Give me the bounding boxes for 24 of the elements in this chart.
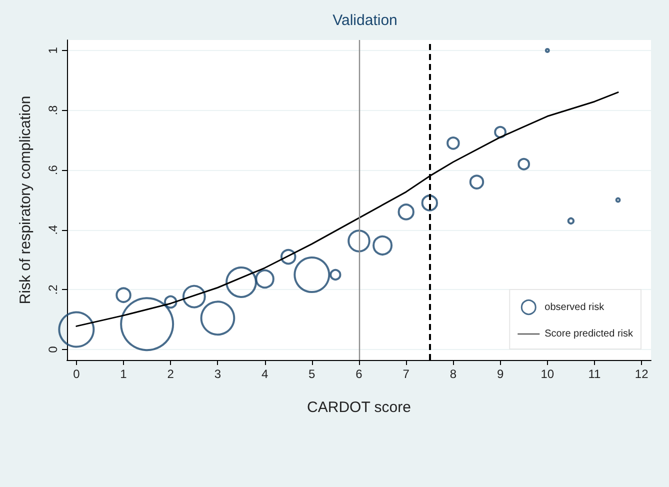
x-tick-label: 11 [588,367,602,381]
y-tick-label: .6 [46,164,60,176]
y-tick-label: .8 [46,104,60,116]
y-axis-title: Risk of respiratory complication [17,96,34,304]
y-tick-label: .4 [46,224,60,235]
y-tick-label: 1 [46,46,60,54]
legend-label: observed risk [544,302,606,313]
y-tick-label: 0 [46,346,60,353]
x-tick-label: 0 [73,367,80,381]
x-tick-label: 7 [402,367,410,381]
legend-label: Score predicted risk [544,328,634,340]
x-tick-label: 3 [214,367,222,381]
x-tick-label: 1 [120,367,128,381]
x-tick-label: 2 [167,367,174,381]
x-tick-label: 8 [450,367,457,381]
x-tick-label: 4 [261,367,268,381]
x-tick-label: 5 [308,367,316,381]
chart-title: Validation [332,12,398,29]
y-tick-label: .2 [46,284,60,295]
x-tick-label: 9 [496,367,504,381]
x-tick-label: 12 [634,367,649,381]
x-tick-label: 6 [356,367,363,381]
x-axis-title: CARDOT score [307,399,411,416]
x-tick-label: 10 [540,367,554,381]
